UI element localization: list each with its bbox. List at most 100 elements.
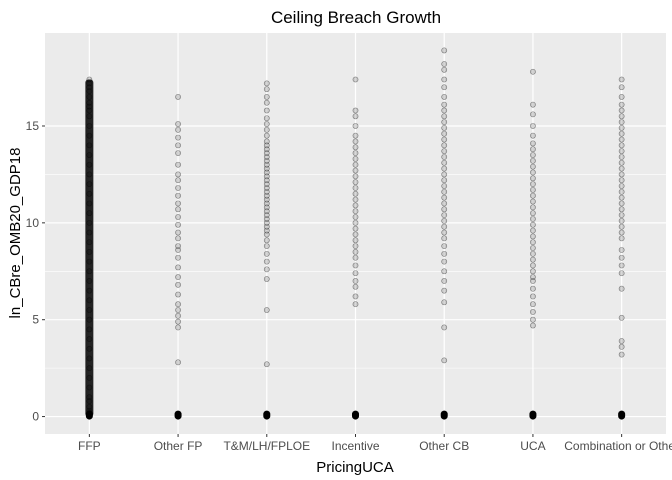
data-point (86, 94, 93, 100)
data-point (441, 130, 448, 137)
data-point (352, 262, 359, 269)
zero-cluster (85, 410, 93, 420)
data-point (86, 80, 93, 87)
data-point (263, 177, 270, 184)
data-point (530, 316, 536, 323)
data-point (175, 301, 181, 308)
data-point (352, 190, 359, 197)
data-point (530, 301, 536, 308)
data-point (441, 188, 448, 195)
data-point (618, 247, 625, 253)
data-point (530, 233, 536, 240)
data-point (530, 163, 536, 170)
data-point (86, 297, 93, 304)
data-point (441, 119, 448, 126)
data-point (263, 196, 270, 203)
x-axis-ticks: FFP Other FP T&M/LH/FPLOE Incentive Other CB… (78, 434, 672, 453)
data-point (618, 285, 625, 292)
data-point (86, 142, 93, 149)
data-point (530, 204, 536, 211)
data-point (263, 223, 270, 230)
data-point (263, 142, 270, 149)
data-point (530, 146, 536, 153)
data-point (618, 183, 625, 189)
data-point (352, 237, 359, 244)
data-point (263, 361, 270, 368)
data-point (263, 181, 270, 188)
data-point (263, 216, 270, 222)
data-point (530, 285, 536, 292)
data-point (86, 161, 93, 168)
data-point (441, 218, 448, 224)
data-point (441, 287, 448, 294)
data-point (86, 268, 93, 275)
data-point (441, 183, 448, 189)
data-point (86, 99, 93, 106)
data-point (441, 243, 448, 249)
data-point (352, 138, 359, 145)
data-point (530, 322, 536, 329)
zero-cluster (529, 410, 537, 420)
data-point (175, 134, 181, 141)
data-point (530, 68, 536, 75)
data-point (352, 150, 359, 157)
data-point (263, 107, 270, 114)
data-point (175, 200, 181, 207)
data-point (263, 169, 270, 176)
data-point (175, 318, 181, 325)
data-point (441, 165, 448, 172)
zero-cluster (263, 410, 271, 420)
data-point (352, 123, 359, 129)
data-point (86, 200, 93, 207)
data-point (618, 76, 625, 83)
data-point (86, 316, 93, 323)
data-point (263, 231, 270, 238)
data-point (263, 266, 270, 273)
data-point (441, 324, 448, 331)
data-point (618, 235, 625, 242)
data-point (441, 107, 448, 114)
data-point (175, 254, 181, 261)
data-point (263, 115, 270, 122)
data-point (618, 194, 625, 201)
data-point (530, 187, 536, 193)
data-point (86, 365, 93, 372)
data-point (86, 210, 93, 217)
data-point (352, 107, 359, 114)
data-point (175, 126, 181, 133)
zero-cluster (440, 410, 448, 420)
data-point (618, 94, 625, 100)
data-point (86, 355, 93, 362)
data-point (352, 185, 359, 191)
data-point (352, 231, 359, 238)
data-point (618, 177, 625, 184)
data-point (175, 94, 181, 100)
data-point (175, 229, 181, 236)
data-point (352, 208, 359, 215)
data-point (263, 80, 270, 87)
data-point (441, 66, 448, 73)
data-point (175, 291, 181, 298)
data-point (441, 268, 448, 275)
data-point (263, 276, 270, 282)
data-point (352, 214, 359, 220)
data-point (352, 196, 359, 203)
data-point (86, 394, 93, 401)
data-point (263, 165, 270, 172)
y-tick-label: 15 (26, 119, 40, 133)
data-point (618, 119, 625, 126)
data-points (85, 47, 626, 420)
data-point (352, 278, 359, 284)
data-point (263, 237, 270, 244)
data-point (618, 165, 625, 172)
data-point (618, 338, 625, 344)
data-point (86, 249, 93, 255)
data-point (530, 132, 536, 139)
data-point (175, 150, 181, 157)
data-point (175, 171, 181, 178)
data-point (352, 144, 359, 151)
data-point (441, 206, 448, 213)
x-tick-label: Other CB (419, 439, 469, 453)
data-point (86, 88, 93, 95)
data-point (618, 148, 625, 155)
